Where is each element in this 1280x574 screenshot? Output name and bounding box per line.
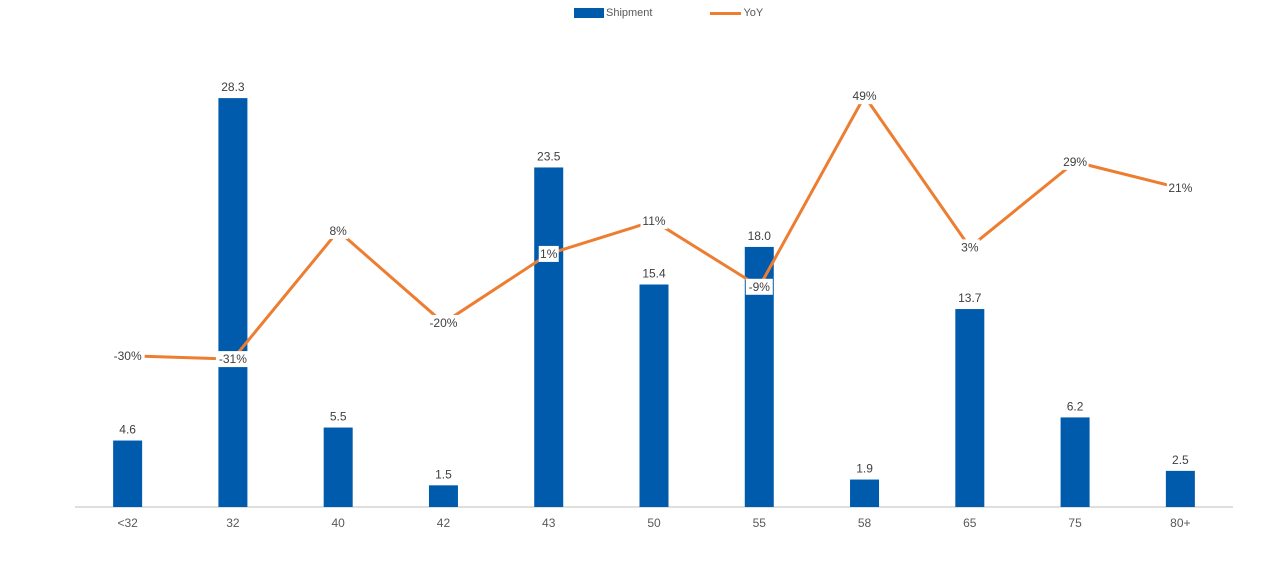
shipment-data-label: 6.2 <box>1067 399 1084 413</box>
yoy-data-label: 8% <box>330 224 348 238</box>
shipment-bar <box>955 309 985 507</box>
yoy-label-background <box>538 245 559 262</box>
shipment-bar <box>639 284 669 507</box>
shipment-data-label: 1.5 <box>435 467 452 481</box>
x-tick-label: 50 <box>647 516 661 530</box>
x-tick-label: 80+ <box>1170 516 1190 530</box>
shipment-data-label: 28.3 <box>221 80 245 94</box>
legend-item-yoy: YoY <box>710 7 763 19</box>
legend-label-yoy: YoY <box>743 7 764 19</box>
x-tick-label: 58 <box>858 516 872 530</box>
shipment-bar <box>1165 470 1195 507</box>
x-tick-label: <32 <box>117 516 138 530</box>
yoy-label-background <box>640 213 668 230</box>
yoy-data-label: 49% <box>853 89 877 103</box>
shipment-bar <box>534 167 564 507</box>
x-tick-label: 42 <box>437 516 451 530</box>
x-tick-label: 32 <box>226 516 240 530</box>
x-tick-label: 43 <box>542 516 556 530</box>
yoy-label-background <box>110 347 145 364</box>
shipment-bar <box>428 485 458 507</box>
shipment-bar <box>218 98 248 507</box>
shipment-bar <box>113 440 143 507</box>
shipment-swatch <box>574 8 604 18</box>
shipment-data-label: 1.9 <box>856 462 873 476</box>
yoy-label-background <box>851 88 879 105</box>
legend-label-shipment: Shipment <box>606 7 653 19</box>
yoy-label-background <box>959 239 980 256</box>
x-tick-label: 40 <box>332 516 346 530</box>
yoy-data-label: 11% <box>642 214 665 228</box>
yoy-data-label: -9% <box>749 280 771 294</box>
yoy-label-background <box>1166 180 1194 197</box>
x-tick-label: 65 <box>963 516 977 530</box>
x-tick-label: 75 <box>1068 516 1082 530</box>
yoy-swatch <box>710 11 742 15</box>
yoy-label-background <box>426 314 461 331</box>
shipment-data-label: 13.7 <box>958 291 982 305</box>
shipment-data-label: 18.0 <box>748 229 772 243</box>
shipment-data-label: 4.6 <box>119 423 136 437</box>
yoy-label-background <box>215 351 250 368</box>
shipment-bar <box>323 427 353 507</box>
yoy-label-background <box>1061 153 1089 170</box>
shipment-bar <box>1060 417 1090 507</box>
yoy-label-background <box>328 222 349 239</box>
x-tick-label: 55 <box>753 516 767 530</box>
yoy-label-background <box>745 278 773 295</box>
yoy-data-label: 1% <box>540 247 558 261</box>
shipment-data-label: 15.4 <box>642 266 666 280</box>
legend-item-shipment: Shipment <box>574 7 652 19</box>
legend: Shipment YoY <box>574 7 821 19</box>
shipment-data-label: 5.5 <box>330 410 347 424</box>
shipment-data-label: 23.5 <box>537 149 561 163</box>
shipment-data-label: 2.5 <box>1172 453 1189 467</box>
yoy-data-label: -31% <box>219 352 247 366</box>
yoy-data-label: 3% <box>961 240 979 254</box>
shipment-bar <box>850 479 880 507</box>
yoy-data-label: 29% <box>1063 155 1087 169</box>
yoy-data-label: -20% <box>429 316 457 330</box>
yoy-data-label: -30% <box>114 349 142 363</box>
yoy-data-label: 21% <box>1168 181 1192 195</box>
